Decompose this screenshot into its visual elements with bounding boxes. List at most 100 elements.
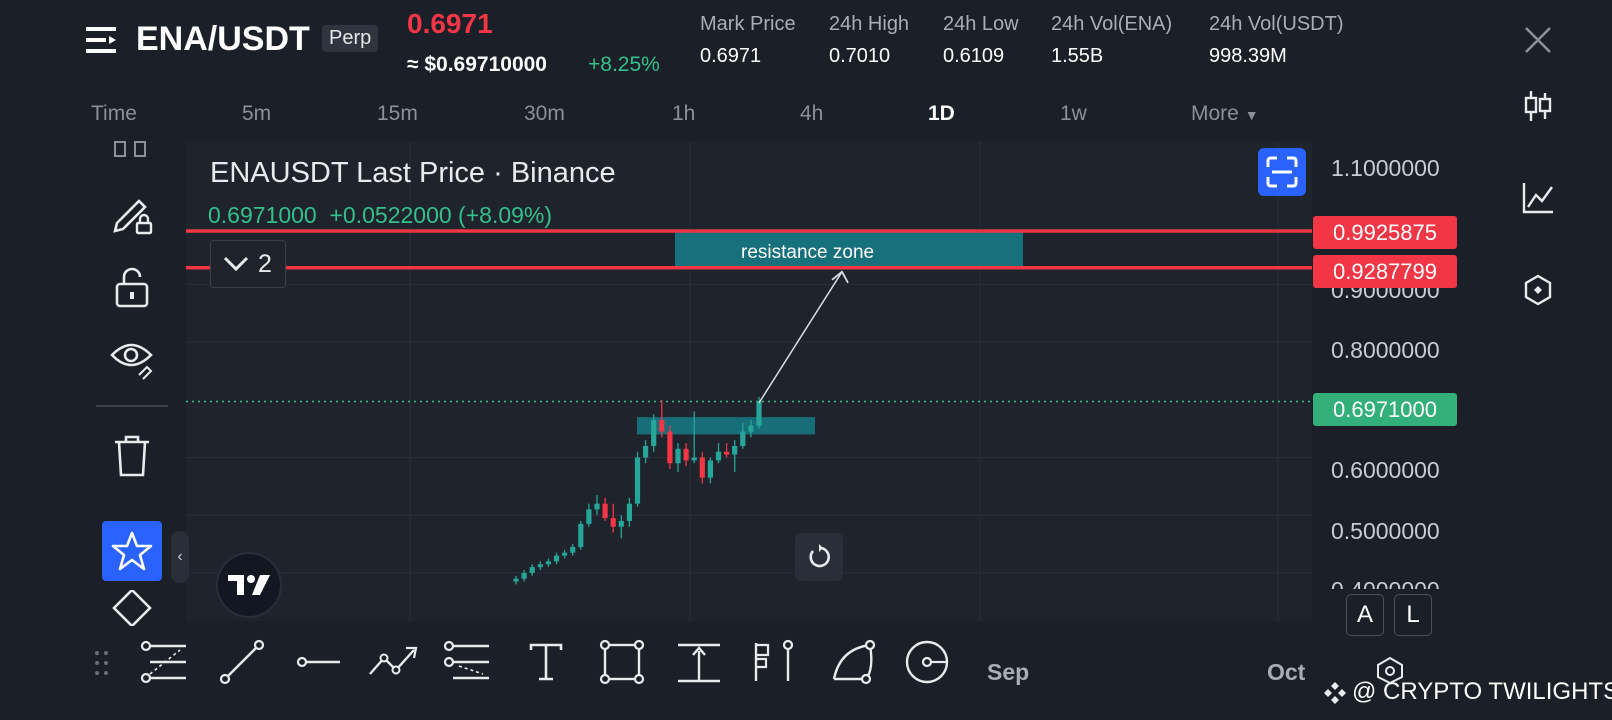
chart-legend-values: 0.6971000 +0.0522000 (+8.09%): [208, 202, 553, 228]
drawing-toolbar: [80, 626, 964, 696]
settings-hex-icon: [1524, 274, 1552, 306]
upper-resistance-price-tag: 0.9925875: [1313, 216, 1457, 249]
reset-chart-button[interactable]: [795, 533, 843, 581]
tab-time[interactable]: Time: [91, 102, 137, 125]
chart-type-button[interactable]: [1510, 78, 1566, 134]
chart-panel[interactable]: [186, 141, 1312, 621]
ellipse-icon: [905, 640, 949, 684]
rectangle-icon: [599, 639, 645, 685]
brush-tool[interactable]: [826, 636, 880, 688]
favorites-button[interactable]: [102, 521, 162, 581]
tab-5m[interactable]: 5m: [242, 102, 272, 125]
flag-pin-icon: [754, 639, 794, 681]
y-tick: 0.8000000: [1331, 337, 1440, 363]
last-price: 0.6971: [407, 8, 493, 39]
rectangle-tool[interactable]: [595, 636, 649, 688]
annotation-arrow-head: [831, 270, 849, 284]
current-price-tag: 0.6971000: [1313, 393, 1457, 426]
candle-body: [732, 445, 738, 455]
tab-30m[interactable]: 30m: [524, 102, 565, 125]
stat-value-24h-vol-usdt: 998.39M: [1209, 45, 1287, 67]
fib-retracement-icon: [140, 640, 186, 684]
contract-type-badge: Perp: [322, 25, 379, 52]
fullscreen-button[interactable]: [1258, 148, 1306, 196]
auto-scale-button[interactable]: A: [1346, 594, 1384, 636]
pitchfork-icon: [443, 640, 489, 680]
unlock-button[interactable]: [104, 260, 160, 316]
candle-body: [643, 445, 649, 458]
candles-icon: [1524, 91, 1552, 121]
toolbar-divider: [96, 405, 168, 407]
candle-body: [610, 518, 616, 527]
indicator-count: 2: [258, 250, 272, 278]
left-toolbar-edge: [80, 141, 184, 181]
tab-4h[interactable]: 4h: [800, 102, 824, 125]
trend-line-tool[interactable]: [215, 636, 269, 688]
price-range-tool[interactable]: [672, 636, 726, 688]
indicator-collapse-button[interactable]: [210, 240, 286, 288]
horizontal-line-icon: [296, 656, 340, 668]
path-tool[interactable]: [366, 636, 420, 688]
eraser-icon: [112, 590, 152, 626]
candle-body: [545, 561, 551, 565]
x-tick: Sep: [987, 659, 1030, 685]
stat-label-24h-low: 24h Low: [943, 13, 1019, 35]
tab-1d[interactable]: 1D: [928, 102, 955, 125]
tradingview-logo[interactable]: [216, 552, 282, 618]
close-icon: [1525, 27, 1551, 53]
y-tick: 1.1000000: [1331, 155, 1440, 181]
long-position-tool[interactable]: [746, 636, 800, 688]
pitchfork-tool[interactable]: [441, 636, 495, 688]
menu-icon[interactable]: [86, 24, 118, 56]
stat-label-24h-vol-ena: 24h Vol(ENA): [1051, 13, 1173, 35]
visibility-button[interactable]: [104, 330, 160, 386]
chevron-down-icon: [223, 256, 249, 272]
drag-handle-icon[interactable]: [92, 648, 112, 678]
candle-body: [618, 520, 624, 527]
candle-body: [740, 431, 746, 446]
tab-15m[interactable]: 15m: [377, 102, 418, 125]
resistance-zone-label[interactable]: resistance zone: [741, 242, 875, 263]
delete-drawings-button[interactable]: [104, 428, 160, 484]
candle-body: [626, 503, 632, 521]
caret-down-icon: ▼: [1244, 107, 1259, 123]
tab-1h[interactable]: 1h: [672, 102, 696, 125]
candle-body: [683, 448, 689, 461]
candle-body: [513, 578, 519, 582]
collapse-toolbar-handle[interactable]: ‹: [171, 531, 189, 583]
horizontal-line-tool[interactable]: [292, 636, 346, 688]
y-tick: 0.4000000: [1331, 577, 1440, 589]
chart-legend-title: ENAUSDT Last Price · Binance: [210, 157, 616, 189]
indicators-button[interactable]: [1510, 170, 1566, 226]
candle-body: [553, 555, 560, 562]
trash-icon: [115, 435, 149, 477]
hex-target-icon[interactable]: [1374, 656, 1406, 685]
x-tick: Oct: [1267, 659, 1306, 685]
fullscreen-icon: [1266, 156, 1298, 188]
grid-icon: [114, 141, 146, 157]
candle-body: [724, 451, 730, 455]
price-range-icon: [678, 643, 720, 683]
drawing-lock-button[interactable]: [104, 186, 160, 242]
text-tool[interactable]: [519, 636, 573, 688]
annotation-arrow-line: [758, 271, 843, 404]
candle-body: [570, 546, 576, 553]
settings-button[interactable]: [1510, 262, 1566, 318]
lower-resistance-price-tag: 0.9287799: [1313, 255, 1457, 288]
watermark: @ CRYPTO TWILIGHTS: [1352, 678, 1612, 705]
ellipse-tool[interactable]: [900, 636, 954, 688]
log-scale-button[interactable]: L: [1394, 594, 1432, 636]
chart-canvas[interactable]: [186, 141, 1312, 621]
candle-body: [586, 509, 592, 524]
binance-logo-icon: [1322, 680, 1348, 706]
eye-icon: [110, 343, 153, 380]
tab-more[interactable]: More ▼: [1191, 102, 1259, 126]
polyline-icon: [369, 646, 418, 675]
fib-retracement-tool[interactable]: [138, 636, 192, 688]
refresh-icon: [809, 544, 831, 568]
tab-1w[interactable]: 1w: [1060, 102, 1087, 125]
stat-value-24h-high: 0.7010: [829, 45, 891, 67]
eraser-button[interactable]: [104, 590, 160, 626]
close-button[interactable]: [1510, 12, 1566, 68]
symbol-title[interactable]: ENA/USDT: [136, 20, 310, 58]
